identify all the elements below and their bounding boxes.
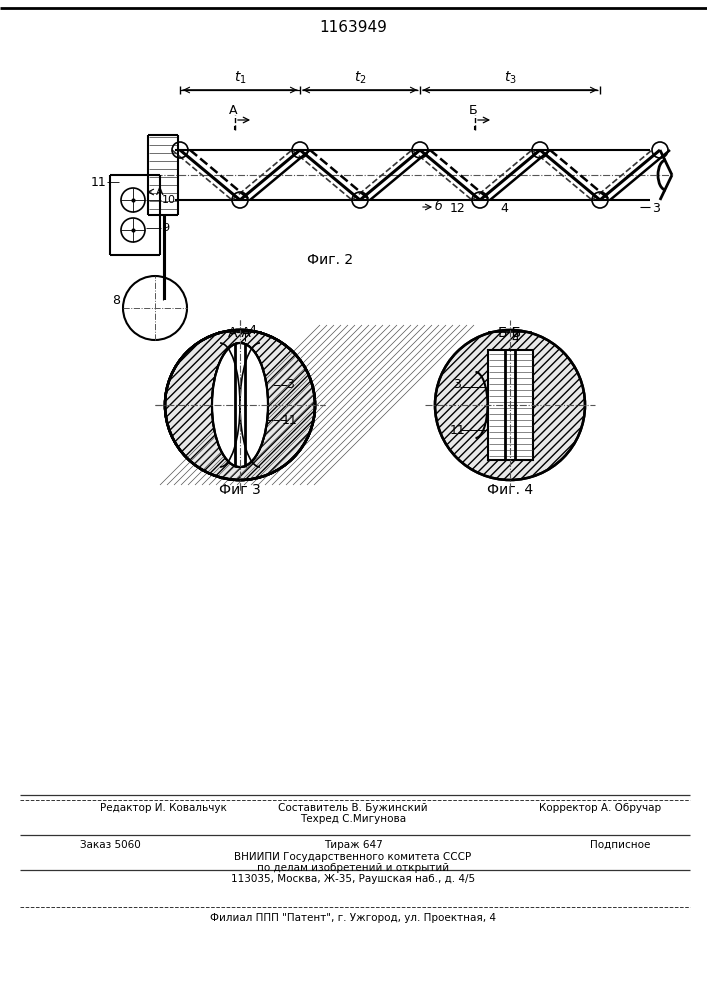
Text: Б-Б: Б-Б	[498, 326, 522, 340]
Text: ВНИИПИ Государственного комитета СССР: ВНИИПИ Государственного комитета СССР	[235, 852, 472, 862]
Text: Корректор А. Обручар: Корректор А. Обручар	[539, 803, 661, 813]
Text: 4: 4	[248, 324, 256, 338]
Circle shape	[165, 330, 315, 480]
Text: А-А: А-А	[228, 326, 252, 340]
Text: А: А	[156, 187, 163, 197]
Text: Филиал ППП "Патент", г. Ужгород, ул. Проектная, 4: Филиал ППП "Патент", г. Ужгород, ул. Про…	[210, 913, 496, 923]
Text: по делам изобретений и открытий: по делам изобретений и открытий	[257, 863, 449, 873]
Circle shape	[435, 330, 585, 480]
Text: Б: Б	[469, 104, 477, 116]
Text: 11: 11	[90, 176, 106, 188]
Text: 113035, Москва, Ж-35, Раушская наб., д. 4/5: 113035, Москва, Ж-35, Раушская наб., д. …	[231, 874, 475, 884]
Bar	[488, 350, 532, 460]
Text: 4: 4	[500, 202, 508, 215]
Text: А: А	[229, 104, 238, 116]
Text: 11: 11	[450, 424, 465, 436]
Text: б: б	[434, 200, 442, 214]
Text: 4: 4	[511, 332, 519, 344]
Text: 12: 12	[449, 202, 465, 215]
Text: 8: 8	[112, 294, 120, 306]
Text: 3: 3	[454, 378, 462, 391]
Text: Составитель В. Бужинский: Составитель В. Бужинский	[278, 803, 428, 813]
Text: $t_1$: $t_1$	[233, 70, 246, 86]
Text: 9: 9	[162, 223, 169, 233]
Ellipse shape	[212, 343, 268, 467]
Text: 3: 3	[286, 378, 294, 391]
Text: Тираж 647: Тираж 647	[324, 840, 382, 850]
Ellipse shape	[212, 343, 268, 467]
Text: 1163949: 1163949	[319, 19, 387, 34]
Text: Фиг 3: Фиг 3	[219, 483, 261, 497]
Text: 11: 11	[282, 414, 298, 426]
Text: Заказ 5060: Заказ 5060	[80, 840, 141, 850]
Text: 3: 3	[652, 202, 660, 215]
Text: Техред С.Мигунова: Техред С.Мигунова	[300, 814, 406, 824]
Circle shape	[165, 330, 315, 480]
Text: Фиг. 4: Фиг. 4	[487, 483, 533, 497]
Text: $t_2$: $t_2$	[354, 70, 366, 86]
Text: 10: 10	[162, 195, 176, 205]
Ellipse shape	[212, 343, 268, 467]
Text: $t_3$: $t_3$	[503, 70, 516, 86]
Text: Редактор И. Ковальчук: Редактор И. Ковальчук	[100, 803, 227, 813]
Text: Подписное: Подписное	[590, 840, 650, 850]
Text: Фиг. 2: Фиг. 2	[307, 253, 353, 267]
